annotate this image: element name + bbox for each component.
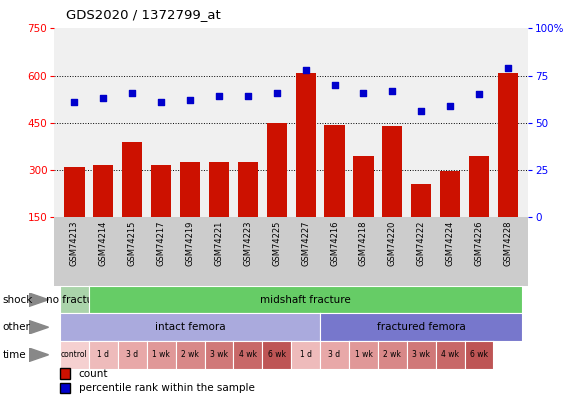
Text: GSM74227: GSM74227 — [301, 220, 310, 266]
Bar — [65, 167, 85, 217]
Text: 1 d: 1 d — [300, 350, 312, 359]
Text: GSM74217: GSM74217 — [156, 220, 166, 266]
Point — [445, 102, 455, 109]
Point — [70, 99, 79, 105]
Text: fractured femora: fractured femora — [377, 322, 465, 332]
Text: 3 d: 3 d — [328, 350, 341, 359]
Bar — [440, 171, 460, 217]
Text: GSM74215: GSM74215 — [128, 220, 137, 266]
Text: 6 wk: 6 wk — [268, 350, 286, 359]
Text: GSM74220: GSM74220 — [388, 220, 397, 266]
Bar — [324, 125, 345, 217]
Bar — [353, 156, 373, 217]
Text: GSM74224: GSM74224 — [445, 220, 455, 266]
Bar — [267, 124, 287, 217]
Point — [99, 95, 108, 101]
Text: 2 wk: 2 wk — [383, 350, 401, 359]
Point — [301, 67, 310, 73]
Bar — [209, 162, 229, 217]
Text: GSM74222: GSM74222 — [417, 220, 426, 266]
Bar — [238, 162, 258, 217]
Bar — [469, 156, 489, 217]
Polygon shape — [29, 293, 49, 307]
Text: GSM74213: GSM74213 — [70, 220, 79, 266]
Point — [243, 93, 252, 100]
Text: GSM74214: GSM74214 — [99, 220, 108, 266]
Text: 1 d: 1 d — [98, 350, 110, 359]
Point — [156, 99, 166, 105]
Point — [330, 82, 339, 88]
Point — [186, 97, 195, 103]
Bar — [382, 126, 403, 217]
Text: 2 wk: 2 wk — [181, 350, 199, 359]
Point — [504, 65, 513, 71]
Bar — [93, 165, 114, 217]
Text: 6 wk: 6 wk — [470, 350, 488, 359]
Text: shock: shock — [3, 295, 33, 305]
Text: time: time — [3, 350, 26, 360]
Text: 3 wk: 3 wk — [412, 350, 431, 359]
Point — [388, 87, 397, 94]
Text: 3 wk: 3 wk — [210, 350, 228, 359]
Bar — [498, 73, 518, 217]
Text: GSM74216: GSM74216 — [330, 220, 339, 266]
Text: midshaft fracture: midshaft fracture — [260, 295, 351, 305]
Text: 3 d: 3 d — [126, 350, 138, 359]
Text: intact femora: intact femora — [155, 322, 226, 332]
Text: 4 wk: 4 wk — [239, 350, 257, 359]
Text: GSM74226: GSM74226 — [475, 220, 484, 266]
Text: GSM74225: GSM74225 — [272, 220, 282, 266]
Bar — [151, 165, 171, 217]
Text: other: other — [3, 322, 31, 332]
Text: GSM74223: GSM74223 — [243, 220, 252, 266]
Bar — [122, 142, 142, 217]
Point — [475, 91, 484, 98]
Text: 4 wk: 4 wk — [441, 350, 459, 359]
Text: percentile rank within the sample: percentile rank within the sample — [79, 383, 255, 393]
Text: GDS2020 / 1372799_at: GDS2020 / 1372799_at — [66, 9, 220, 21]
Text: 1 wk: 1 wk — [152, 350, 170, 359]
Bar — [180, 162, 200, 217]
Text: no fracture: no fracture — [46, 295, 103, 305]
Polygon shape — [29, 348, 49, 362]
Text: GSM74221: GSM74221 — [215, 220, 223, 266]
Point — [417, 108, 426, 115]
Point — [214, 93, 223, 100]
Polygon shape — [29, 320, 49, 334]
Bar — [296, 73, 316, 217]
Point — [128, 89, 137, 96]
Text: GSM74219: GSM74219 — [186, 220, 195, 266]
Text: GSM74228: GSM74228 — [504, 220, 512, 266]
Point — [359, 89, 368, 96]
Text: count: count — [79, 369, 108, 379]
Point — [272, 89, 282, 96]
Bar — [411, 184, 431, 217]
Text: GSM74218: GSM74218 — [359, 220, 368, 266]
Text: 1 wk: 1 wk — [355, 350, 372, 359]
Text: control: control — [61, 350, 88, 359]
